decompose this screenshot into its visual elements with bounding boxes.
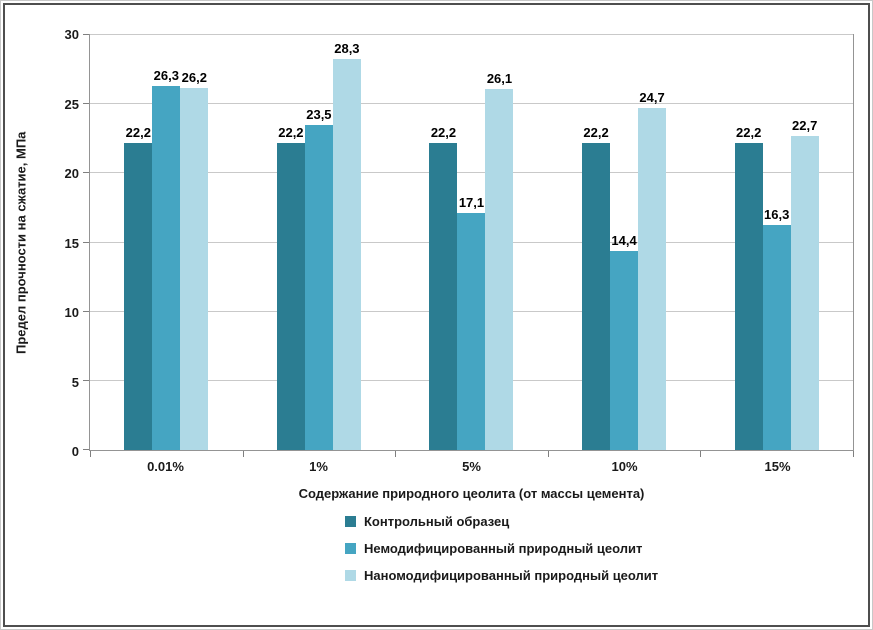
bar-series-3 <box>638 108 667 450</box>
y-tick-label: 5 <box>71 374 79 390</box>
bar-groups: 22,2 26,3 26,2 22,2 23,5 28,3 22,2 17,1 26,1 22,2… <box>90 35 853 450</box>
bar-column: 28,3 <box>332 35 361 450</box>
bar-value-label: 22,7 <box>792 117 818 133</box>
bar-column: 26,1 <box>485 35 514 450</box>
bar-value-label: 26,3 <box>153 68 179 84</box>
legend-label: Немодифицированный природный цеолит <box>364 541 643 556</box>
bar-column: 22,2 <box>124 35 153 450</box>
y-tick-mark <box>83 379 89 381</box>
bar-series-2 <box>152 86 181 450</box>
y-tick-mark <box>83 34 89 35</box>
y-tick-label: 10 <box>64 305 79 321</box>
bar-series-3 <box>180 87 209 450</box>
x-tick-mark <box>242 451 244 457</box>
bar-value-label: 24,7 <box>639 90 665 106</box>
bar-group: 22,2 14,4 24,7 <box>548 35 701 450</box>
bar-value-label: 22,2 <box>430 124 457 140</box>
legend-swatch <box>345 543 356 554</box>
bar-column: 26,2 <box>180 35 209 450</box>
bar-column: 22,7 <box>790 35 819 450</box>
bar-value-label: 17,1 <box>458 195 485 211</box>
bar-group: 22,2 26,3 26,2 <box>90 35 243 450</box>
bar-column: 16,3 <box>762 35 791 450</box>
bar-column: 26,3 <box>152 35 181 450</box>
x-tick-mark <box>700 451 702 457</box>
bar-value-label: 22,2 <box>736 124 762 140</box>
legend-label: Наномодифицированный природный цеолит <box>364 568 659 583</box>
y-tick-mark <box>83 103 89 105</box>
x-tick-label: 10% <box>611 459 638 474</box>
bar-series-1 <box>276 142 305 450</box>
y-tick-label: 30 <box>64 27 79 42</box>
legend-item: Немодифицированный природный цеолит <box>345 541 658 556</box>
x-tick-mark <box>547 451 549 457</box>
bar-column: 17,1 <box>457 35 486 450</box>
legend: Контрольный образец Немодифицированный пр… <box>345 514 658 595</box>
gridline <box>90 103 853 105</box>
bar-column: 22,2 <box>429 35 458 450</box>
bar-series-3 <box>790 135 819 450</box>
y-tick-mark <box>83 241 89 243</box>
bar-value-label: 16,3 <box>764 206 790 222</box>
bar-series-2 <box>457 213 486 450</box>
legend-item: Контрольный образец <box>345 514 658 529</box>
bar-value-label: 26,1 <box>486 70 513 86</box>
gridline <box>90 34 853 35</box>
y-tick-label: 0 <box>71 444 79 459</box>
y-tick-mark <box>83 172 89 174</box>
y-axis: 0 5 10 15 20 25 30 <box>41 27 83 459</box>
bar-series-1 <box>124 142 153 450</box>
bar-column: 22,2 <box>276 35 305 450</box>
x-tick-label: 1% <box>309 459 328 474</box>
x-tick-label: 0.01% <box>147 459 184 474</box>
y-tick-label: 15 <box>64 235 79 251</box>
x-axis-title: Содержание природного цеолита (от массы … <box>298 486 645 501</box>
bar-series-1 <box>582 142 611 450</box>
bar-column: 22,2 <box>582 35 611 450</box>
bar-series-2 <box>304 124 333 450</box>
x-tick-label: 5% <box>462 459 481 474</box>
bar-value-label: 23,5 <box>306 106 332 122</box>
gridline <box>90 172 853 174</box>
x-tick-label: 15% <box>764 459 791 474</box>
bar-value-label: 22,2 <box>583 124 609 140</box>
bar-value-label: 26,2 <box>181 69 207 85</box>
bar-value-label: 22,2 <box>278 124 304 140</box>
y-tick-mark <box>83 449 89 450</box>
bar-column: 24,7 <box>638 35 667 450</box>
y-tick-mark <box>83 310 89 312</box>
y-tick-label: 25 <box>64 96 79 112</box>
bar-group: 22,2 23,5 28,3 <box>243 35 396 450</box>
legend-swatch <box>345 570 356 581</box>
bar-series-2 <box>610 250 639 450</box>
bar-series-2 <box>762 224 791 450</box>
legend-swatch <box>345 516 356 527</box>
legend-label: Контрольный образец <box>364 514 510 529</box>
bar-column: 23,5 <box>304 35 333 450</box>
bar-column: 14,4 <box>610 35 639 450</box>
x-ticks: 0.01% 1% 5% 10% 15% <box>89 459 854 474</box>
bar-value-label: 28,3 <box>334 40 360 56</box>
bar-series-1 <box>734 142 763 450</box>
bar-series-3 <box>485 88 514 450</box>
bar-value-label: 22,2 <box>125 124 151 140</box>
bar-series-1 <box>429 142 458 450</box>
bar-group: 22,2 17,1 26,1 <box>395 35 548 450</box>
plot-area: 22,2 26,3 26,2 22,2 23,5 28,3 22,2 17,1 26,1 22,2… <box>83 34 854 457</box>
y-tick-label: 20 <box>64 166 79 182</box>
bar-series-3 <box>332 58 361 450</box>
bar-group: 22,2 16,3 22,7 <box>700 35 853 450</box>
y-axis-title: Предел прочности на сжатие, МПа <box>13 131 29 354</box>
x-tick-mark <box>853 451 854 457</box>
bar-value-label: 14,4 <box>611 232 637 248</box>
legend-item: Наномодифицированный природный цеолит <box>345 568 658 583</box>
x-tick-mark <box>395 451 397 457</box>
bar-column: 22,2 <box>734 35 763 450</box>
x-tick-mark <box>90 451 91 457</box>
